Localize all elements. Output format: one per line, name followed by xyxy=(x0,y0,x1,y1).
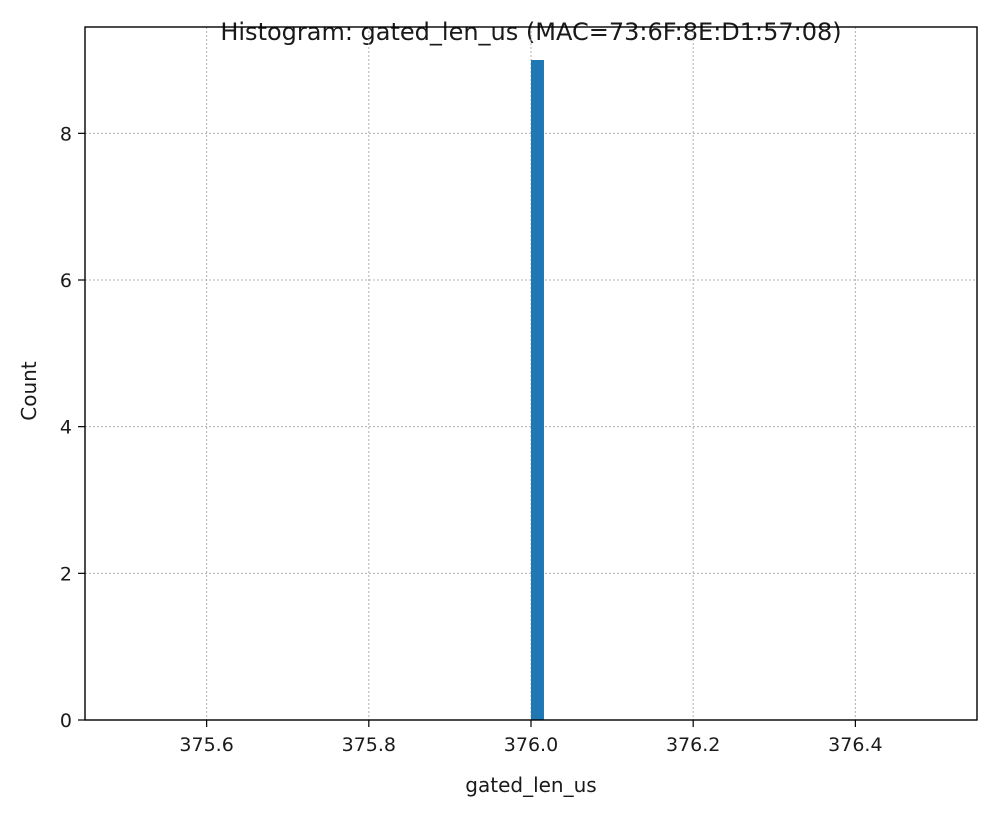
bars xyxy=(531,60,544,720)
y-tick-label-0: 0 xyxy=(60,710,72,732)
x-tick-label-0: 375.6 xyxy=(179,734,233,756)
histogram-bar-0 xyxy=(531,60,544,720)
y-tick-label-1: 2 xyxy=(60,563,72,585)
x-tick-label-3: 376.2 xyxy=(666,734,720,756)
y-tick-label-3: 6 xyxy=(60,270,72,292)
x-tick-label-2: 376.0 xyxy=(504,734,558,756)
y-axis: 0 2 4 6 8 xyxy=(60,123,85,732)
x-tick-label-4: 376.4 xyxy=(828,734,882,756)
x-axis-label: gated_len_us xyxy=(465,773,596,797)
y-axis-label: Count xyxy=(17,361,41,421)
y-tick-label-4: 8 xyxy=(60,123,72,145)
y-tick-label-2: 4 xyxy=(60,417,72,439)
x-axis: 375.6 375.8 376.0 376.2 376.4 xyxy=(179,720,883,756)
x-tick-label-1: 375.8 xyxy=(342,734,396,756)
